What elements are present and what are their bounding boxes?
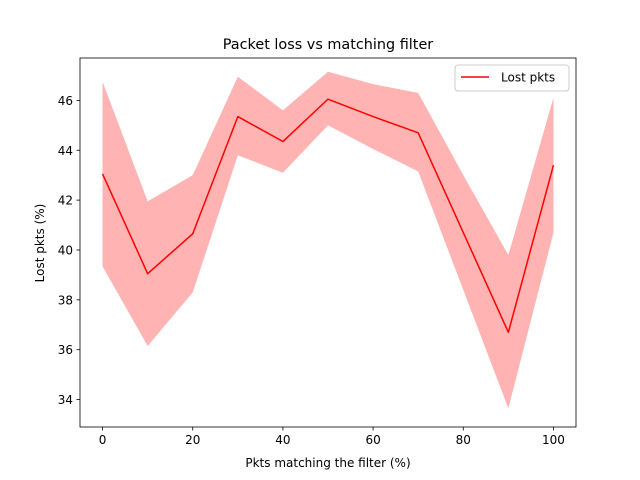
x-tick-label: 0 <box>99 433 107 447</box>
y-tick-label: 40 <box>58 243 73 257</box>
chart-title: Packet loss vs matching filter <box>223 37 434 53</box>
axes-frame <box>79 57 577 428</box>
plot-area <box>101 71 555 409</box>
y-tick-label: 34 <box>58 393 73 407</box>
x-tick-label: 20 <box>185 433 200 447</box>
y-tick-label: 36 <box>58 343 73 357</box>
legend-box <box>454 64 570 92</box>
y-tick-label: 38 <box>58 293 73 307</box>
y-tick-label: 42 <box>58 194 73 208</box>
x-tick-label: 80 <box>456 433 471 447</box>
y-tick-label: 44 <box>58 144 73 158</box>
legend: Lost pkts <box>454 64 570 92</box>
x-axis-label: Pkts matching the filter (%) <box>245 456 410 470</box>
axes: 0 20 40 60 80 100 34 36 38 40 42 44 46 <box>58 57 577 447</box>
x-tick-label: 60 <box>365 433 380 447</box>
series-line-0 <box>101 98 555 334</box>
confidence-band-0 <box>102 71 554 409</box>
x-tick-label: 40 <box>275 433 290 447</box>
x-tick-label: 100 <box>542 433 565 447</box>
y-tick-label: 46 <box>58 94 73 108</box>
y-axis-label: Lost pkts (%) <box>33 204 47 283</box>
legend-label: Lost pkts <box>501 71 555 85</box>
